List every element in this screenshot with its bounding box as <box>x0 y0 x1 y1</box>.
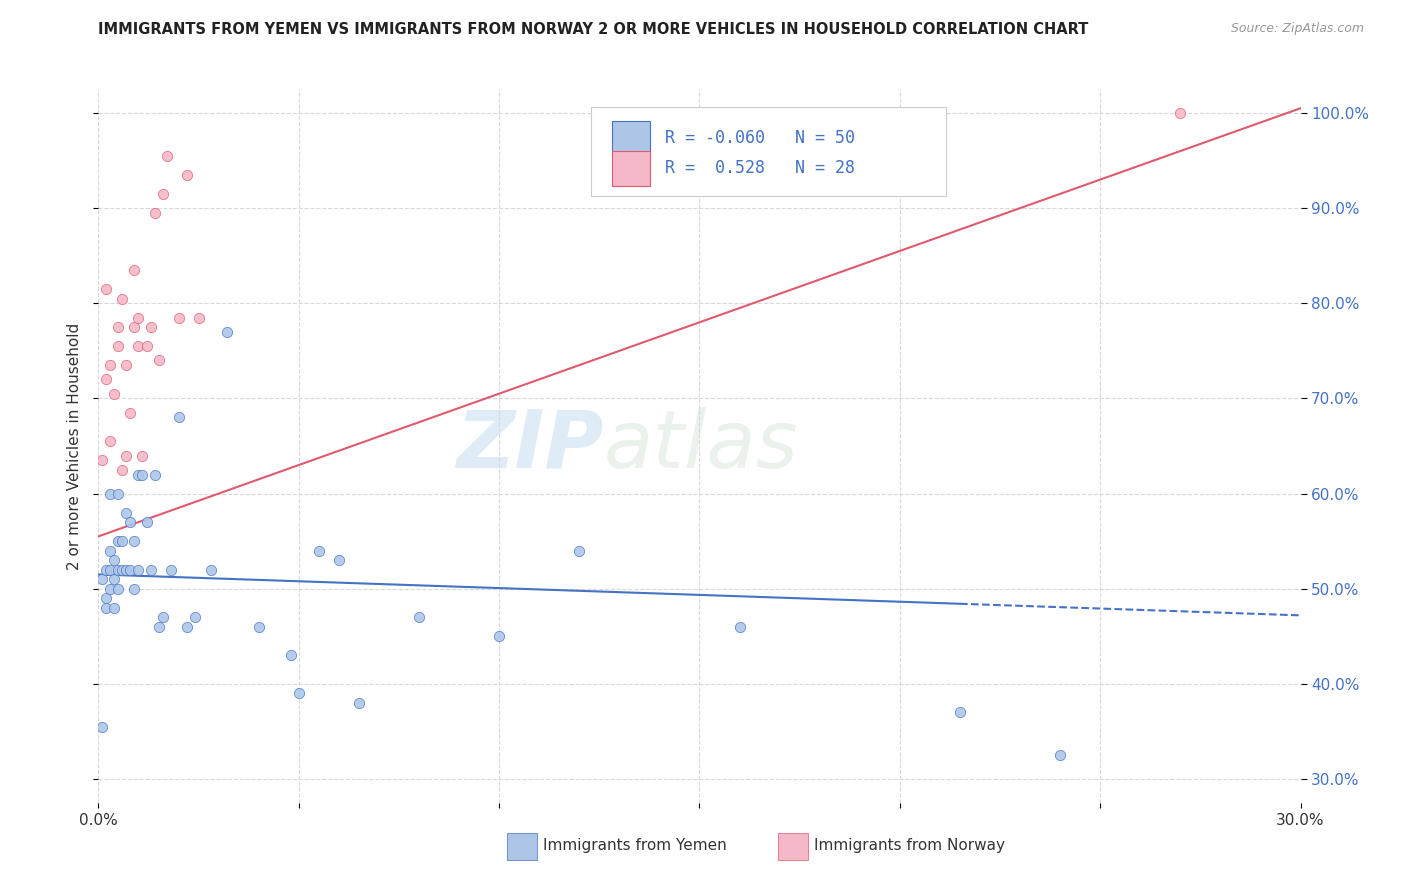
Point <box>131 467 153 482</box>
Point <box>103 386 125 401</box>
Point <box>488 629 510 643</box>
Point <box>96 600 118 615</box>
FancyBboxPatch shape <box>508 833 537 860</box>
Point <box>308 543 330 558</box>
Text: Source: ZipAtlas.com: Source: ZipAtlas.com <box>1230 22 1364 36</box>
Point <box>103 572 125 586</box>
Point <box>128 339 150 353</box>
Point <box>124 582 146 596</box>
Point <box>143 206 166 220</box>
Point <box>111 534 134 549</box>
Point <box>107 534 129 549</box>
Point <box>247 620 270 634</box>
Point <box>115 358 138 372</box>
Point <box>120 563 142 577</box>
Point <box>200 563 222 577</box>
Point <box>139 563 162 577</box>
Point <box>111 563 134 577</box>
Text: ZIP: ZIP <box>456 407 603 485</box>
Point <box>100 358 122 372</box>
Point <box>111 292 134 306</box>
Point <box>100 563 122 577</box>
Point <box>115 449 138 463</box>
Point <box>107 563 129 577</box>
Point <box>124 263 146 277</box>
Point <box>124 534 146 549</box>
Point <box>107 339 129 353</box>
Point <box>347 696 370 710</box>
Point <box>124 320 146 334</box>
Point <box>128 563 150 577</box>
Point <box>100 582 122 596</box>
Point <box>96 563 118 577</box>
Point <box>167 310 190 325</box>
Point <box>408 610 430 624</box>
Point <box>100 486 122 500</box>
Point <box>107 320 129 334</box>
Point <box>148 620 170 634</box>
Point <box>91 720 114 734</box>
Point <box>131 449 153 463</box>
Point <box>103 553 125 567</box>
Point <box>328 553 350 567</box>
Point <box>215 325 238 339</box>
Point <box>176 620 198 634</box>
Y-axis label: 2 or more Vehicles in Household: 2 or more Vehicles in Household <box>67 322 83 570</box>
Point <box>1049 748 1071 763</box>
FancyBboxPatch shape <box>612 152 650 186</box>
Point <box>152 186 174 201</box>
Point <box>139 320 162 334</box>
Point <box>949 706 972 720</box>
Point <box>1170 106 1192 120</box>
Point <box>280 648 302 663</box>
Point <box>120 515 142 529</box>
Point <box>100 543 122 558</box>
Point <box>159 563 181 577</box>
Point <box>115 506 138 520</box>
Point <box>91 453 114 467</box>
Text: R =  0.528   N = 28: R = 0.528 N = 28 <box>665 160 855 178</box>
Text: Immigrants from Norway: Immigrants from Norway <box>814 838 1005 853</box>
Point <box>107 486 129 500</box>
Point <box>100 434 122 449</box>
Point <box>152 610 174 624</box>
Text: Immigrants from Yemen: Immigrants from Yemen <box>543 838 727 853</box>
Point <box>568 543 591 558</box>
Point <box>111 463 134 477</box>
FancyBboxPatch shape <box>592 107 946 196</box>
Point <box>91 572 114 586</box>
Point <box>176 168 198 182</box>
Point <box>135 515 157 529</box>
Point <box>103 600 125 615</box>
Point <box>288 686 311 700</box>
Point <box>167 410 190 425</box>
Point <box>143 467 166 482</box>
Point <box>96 282 118 296</box>
Point <box>183 610 205 624</box>
Point <box>187 310 209 325</box>
Text: atlas: atlas <box>603 407 799 485</box>
Point <box>148 353 170 368</box>
Point <box>155 149 177 163</box>
Point <box>96 591 118 606</box>
Text: IMMIGRANTS FROM YEMEN VS IMMIGRANTS FROM NORWAY 2 OR MORE VEHICLES IN HOUSEHOLD : IMMIGRANTS FROM YEMEN VS IMMIGRANTS FROM… <box>98 22 1088 37</box>
Point <box>128 310 150 325</box>
Point <box>115 563 138 577</box>
FancyBboxPatch shape <box>612 121 650 155</box>
Text: R = -0.060   N = 50: R = -0.060 N = 50 <box>665 129 855 147</box>
Point <box>120 406 142 420</box>
Point <box>128 467 150 482</box>
Point <box>107 582 129 596</box>
Point <box>728 620 751 634</box>
FancyBboxPatch shape <box>778 833 807 860</box>
Point <box>135 339 157 353</box>
Point <box>96 372 118 386</box>
